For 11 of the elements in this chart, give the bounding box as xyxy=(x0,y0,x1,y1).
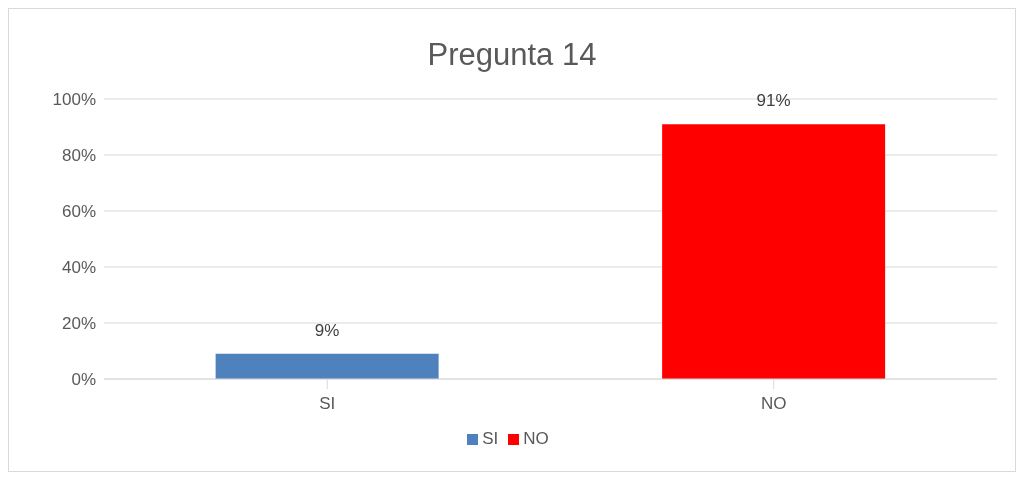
y-tick-label: 0% xyxy=(71,370,96,390)
legend-label: NO xyxy=(523,429,549,448)
y-tick-label: 20% xyxy=(61,314,96,334)
data-label: 91% xyxy=(756,91,791,111)
data-label: 9% xyxy=(314,320,340,340)
legend-label: SI xyxy=(482,429,499,448)
y-tick-label: 100% xyxy=(52,90,96,110)
y-tick-label: 40% xyxy=(61,258,96,278)
y-tick-label: 80% xyxy=(61,146,96,166)
chart-title: Pregunta 14 xyxy=(426,37,598,73)
y-tick-label: 60% xyxy=(61,202,96,222)
